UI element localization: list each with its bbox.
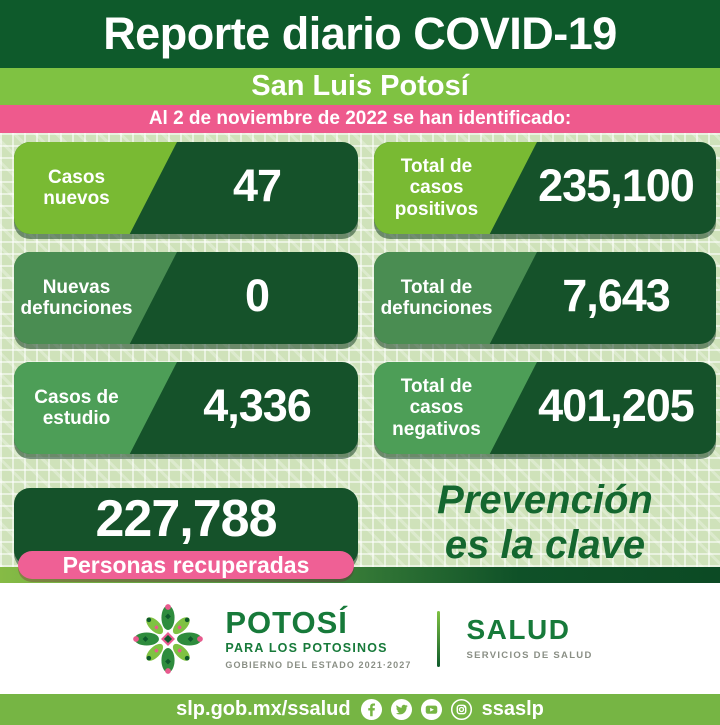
stat-value: 4,336 <box>203 380 312 431</box>
recovered-label-pill: Personas recuperadas <box>18 551 354 579</box>
social-handle: ssaslp <box>481 698 544 720</box>
social-footer-bar: slp.gob.mx/ssalud ssaslp <box>0 694 720 725</box>
salud-org-subtitle: SERVICIOS DE SALUD <box>466 650 593 661</box>
recovered-card: 227,788 Personas recuperadas <box>14 488 358 579</box>
stat-card-total-positivos: Total de casos positivos 235,100 <box>374 142 716 234</box>
stat-label: Nuevas defunciones <box>14 252 177 344</box>
stats-area: Casos nuevos 47 Total de casos positivos… <box>0 133 720 579</box>
stat-card-total-negativos: Total de casos negativos 401,205 <box>374 362 716 454</box>
stat-value: 235,100 <box>538 160 695 211</box>
website-url: slp.gob.mx/ssalud <box>176 698 351 720</box>
stat-label: Total de casos negativos <box>374 362 537 454</box>
report-date-line: Al 2 de noviembre de 2022 se han identif… <box>0 105 720 133</box>
salud-org-name: SALUD <box>466 614 571 645</box>
footer-logos: POTOSÍ PARA LOS POTOSINOS GOBIERNO DEL E… <box>0 583 720 694</box>
stat-card-nuevas-defunciones: Nuevas defunciones 0 <box>14 252 358 344</box>
stat-value: 401,205 <box>538 380 695 431</box>
potosi-brand-tagline: PARA LOS POTOSINOS <box>225 641 388 655</box>
stat-card-casos-estudio: Casos de estudio 4,336 <box>14 362 358 454</box>
stats-grid: Casos nuevos 47 Total de casos positivos… <box>14 142 720 579</box>
potosi-brand-block: POTOSÍ PARA LOS POTOSINOS GOBIERNO DEL E… <box>225 607 411 670</box>
prevention-slogan: Prevención es la clave <box>374 478 716 567</box>
slogan-line-2: es la clave <box>444 523 646 567</box>
social-icons-group <box>360 698 473 721</box>
stat-label: Total de casos positivos <box>374 142 537 234</box>
recovered-value: 227,788 <box>95 490 278 548</box>
potosi-government-line: GOBIERNO DEL ESTADO 2021·2027 <box>225 660 412 670</box>
stat-label: Total de defunciones <box>374 252 537 344</box>
facebook-icon <box>360 698 382 721</box>
youtube-icon <box>420 698 442 721</box>
state-subtitle: San Luis Potosí <box>0 68 720 105</box>
page-title: Reporte diario COVID-19 <box>0 0 720 68</box>
salud-org-block: SALUD SERVICIOS DE SALUD <box>466 614 593 662</box>
stat-card-casos-nuevos: Casos nuevos 47 <box>14 142 358 234</box>
stat-value: 47 <box>232 160 282 211</box>
instagram-icon <box>450 698 472 721</box>
stat-card-total-defunciones: Total de defunciones 7,643 <box>374 252 716 344</box>
stat-label: Casos de estudio <box>14 362 177 454</box>
potosi-talavera-emblem-logo <box>133 603 204 674</box>
stat-value: 0 <box>244 270 270 321</box>
logo-divider <box>437 610 441 667</box>
potosi-brand-name: POTOSÍ <box>225 605 348 640</box>
slogan-line-1: Prevención <box>437 478 653 523</box>
stat-value: 7,643 <box>562 270 671 321</box>
twitter-icon <box>390 698 412 721</box>
stat-label: Casos nuevos <box>14 142 177 234</box>
